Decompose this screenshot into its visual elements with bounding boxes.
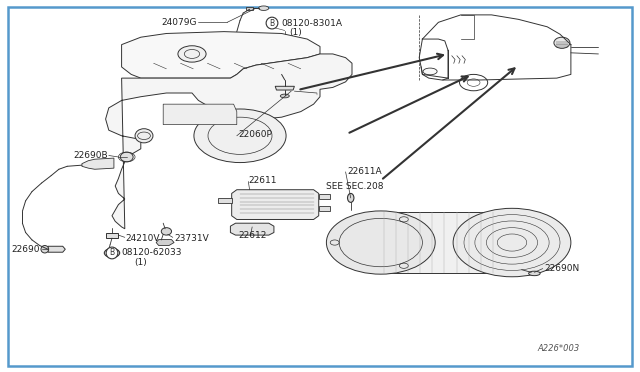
Circle shape xyxy=(326,211,435,274)
Polygon shape xyxy=(230,223,274,235)
Text: 08120-8301A: 08120-8301A xyxy=(282,19,342,28)
Text: (1): (1) xyxy=(289,28,302,37)
Text: 22611A: 22611A xyxy=(347,167,381,176)
Text: B: B xyxy=(109,248,115,257)
Ellipse shape xyxy=(423,68,437,75)
Ellipse shape xyxy=(529,271,540,276)
Text: B: B xyxy=(109,250,115,256)
Polygon shape xyxy=(275,86,294,90)
Polygon shape xyxy=(82,158,114,169)
Text: 22690B: 22690B xyxy=(73,151,108,160)
Text: A226*003: A226*003 xyxy=(538,344,580,353)
Text: 22690: 22690 xyxy=(12,245,40,254)
Ellipse shape xyxy=(135,129,153,143)
Polygon shape xyxy=(232,190,319,219)
Ellipse shape xyxy=(259,6,269,10)
Text: 24079G: 24079G xyxy=(162,18,197,27)
Circle shape xyxy=(104,248,120,257)
Circle shape xyxy=(178,46,206,62)
Polygon shape xyxy=(218,198,232,203)
Polygon shape xyxy=(319,194,330,199)
Text: 22612: 22612 xyxy=(238,231,266,240)
Text: 24210V: 24210V xyxy=(125,234,160,243)
Text: 23731V: 23731V xyxy=(174,234,209,243)
Text: 22060P: 22060P xyxy=(238,130,272,139)
Polygon shape xyxy=(319,206,330,211)
Circle shape xyxy=(194,109,286,163)
Polygon shape xyxy=(122,32,320,78)
Text: SEE SEC.208: SEE SEC.208 xyxy=(326,182,384,191)
Polygon shape xyxy=(381,212,499,273)
Ellipse shape xyxy=(280,94,289,98)
Polygon shape xyxy=(156,240,174,246)
Text: 22690N: 22690N xyxy=(544,264,579,273)
Polygon shape xyxy=(246,7,253,10)
Ellipse shape xyxy=(348,193,354,202)
Polygon shape xyxy=(106,232,118,238)
Text: 08120-62033: 08120-62033 xyxy=(122,248,182,257)
Text: 22611: 22611 xyxy=(248,176,277,185)
Ellipse shape xyxy=(161,228,172,235)
Ellipse shape xyxy=(554,37,570,48)
Circle shape xyxy=(453,208,571,277)
Polygon shape xyxy=(48,246,65,252)
Ellipse shape xyxy=(41,246,49,253)
Text: (1): (1) xyxy=(134,258,147,267)
Polygon shape xyxy=(106,54,352,229)
Polygon shape xyxy=(163,104,237,125)
Ellipse shape xyxy=(120,152,133,162)
Text: B: B xyxy=(269,19,275,28)
